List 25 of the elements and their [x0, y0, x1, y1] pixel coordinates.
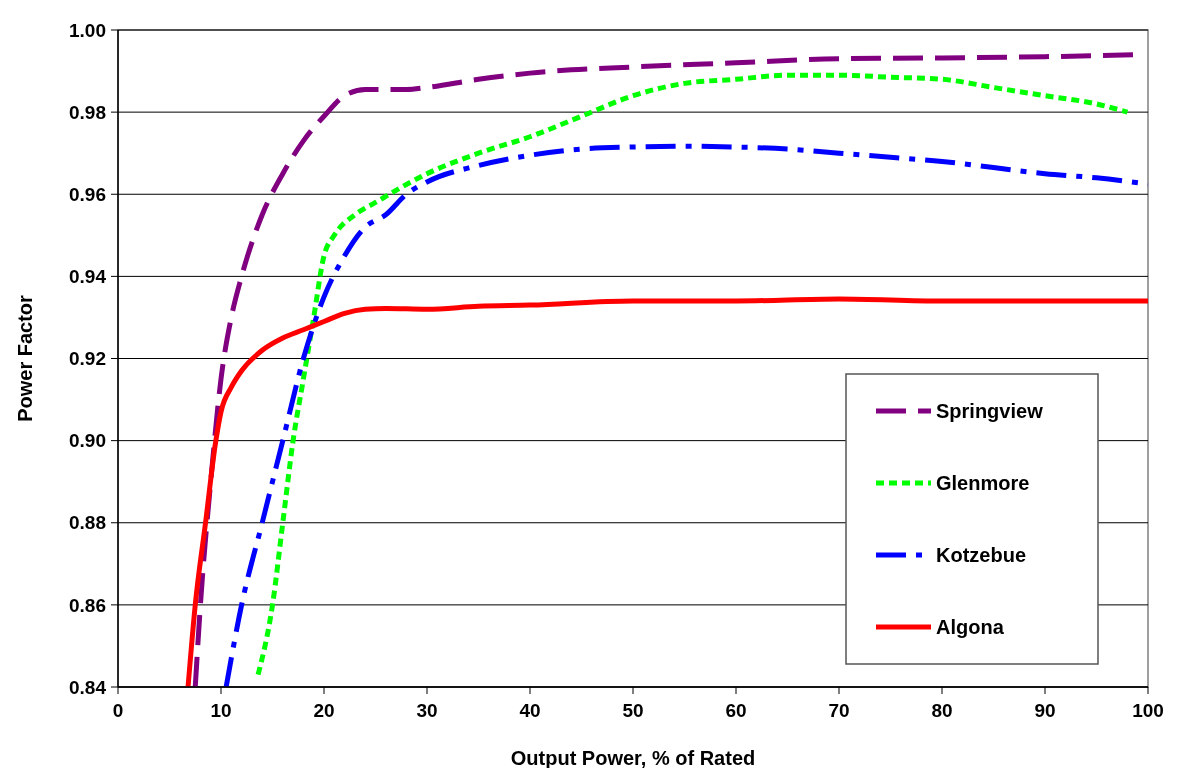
y-tick-label: 0.84: [69, 676, 107, 698]
y-tick-label: 0.90: [69, 430, 106, 452]
y-tick-label: 0.98: [69, 101, 106, 123]
legend-label: Springview: [936, 400, 1044, 422]
x-tick-label: 60: [725, 700, 747, 721]
y-tick-label: 0.86: [69, 594, 106, 616]
legend-label: Algona: [936, 616, 1005, 638]
x-tick-label: 50: [622, 700, 644, 721]
x-tick-label: 70: [828, 700, 850, 721]
y-tick-label: 1.00: [69, 19, 106, 41]
x-tick-label: 0: [112, 700, 124, 721]
y-axis-title: Power Factor: [14, 294, 36, 422]
legend-label: Glenmore: [936, 472, 1030, 494]
x-tick-label: 80: [931, 700, 953, 721]
x-tick-label: 20: [313, 700, 335, 721]
y-tick-label: 0.94: [69, 266, 107, 288]
x-tick-label: 30: [416, 700, 438, 721]
x-tick-label: 100: [1132, 700, 1164, 721]
y-tick-label: 0.96: [69, 183, 106, 205]
legend-label: Kotzebue: [936, 544, 1026, 566]
x-tick-label: 40: [519, 700, 541, 721]
y-tick-label: 0.88: [69, 512, 106, 534]
y-tick-label: 0.92: [69, 348, 106, 370]
x-tick-label: 10: [210, 700, 232, 721]
x-tick-label: 90: [1034, 700, 1056, 721]
